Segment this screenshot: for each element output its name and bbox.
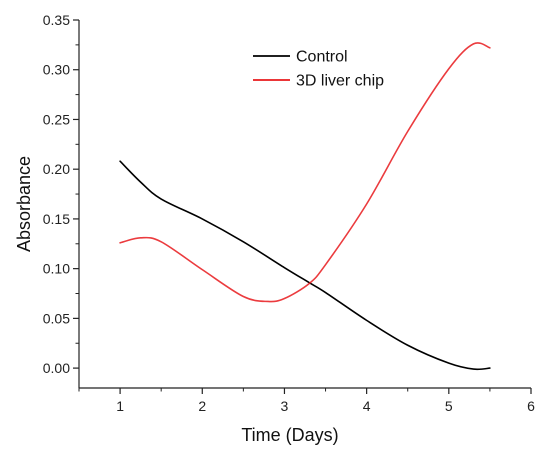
- x-axis-title: Time (Days): [241, 425, 338, 445]
- legend-label: Control: [296, 49, 348, 66]
- series-layer: [119, 42, 491, 371]
- y-tick-label: 0.30: [43, 62, 70, 78]
- y-tick-label: 0.35: [43, 12, 70, 28]
- y-axis-title: Absorbance: [14, 156, 34, 252]
- series-line-liver-chip: [119, 42, 491, 303]
- y-tick-label: 0.15: [43, 211, 70, 227]
- x-tick-label: 2: [198, 398, 206, 414]
- y-tick-label: 0.25: [43, 111, 70, 127]
- x-tick-label: 5: [445, 398, 453, 414]
- x-tick-label: 4: [363, 398, 371, 414]
- x-tick-label: 6: [527, 398, 535, 414]
- axes: 1 2 3 4 5 6 0.00 0.05 0.10 0.15 0.20 0.25 0.30 0.35: [43, 12, 535, 414]
- y-tick-label: 0.20: [43, 161, 70, 177]
- y-tick-label: 0.10: [43, 261, 70, 277]
- x-tick-label: 3: [281, 398, 289, 414]
- y-tick-label: 0.05: [43, 310, 70, 326]
- legend: Control 3D liver chip: [253, 49, 384, 90]
- legend-label: 3D liver chip: [296, 73, 384, 90]
- series-line-control: [119, 160, 491, 371]
- y-tick-label: 0.00: [43, 360, 70, 376]
- x-tick-label: 1: [116, 398, 124, 414]
